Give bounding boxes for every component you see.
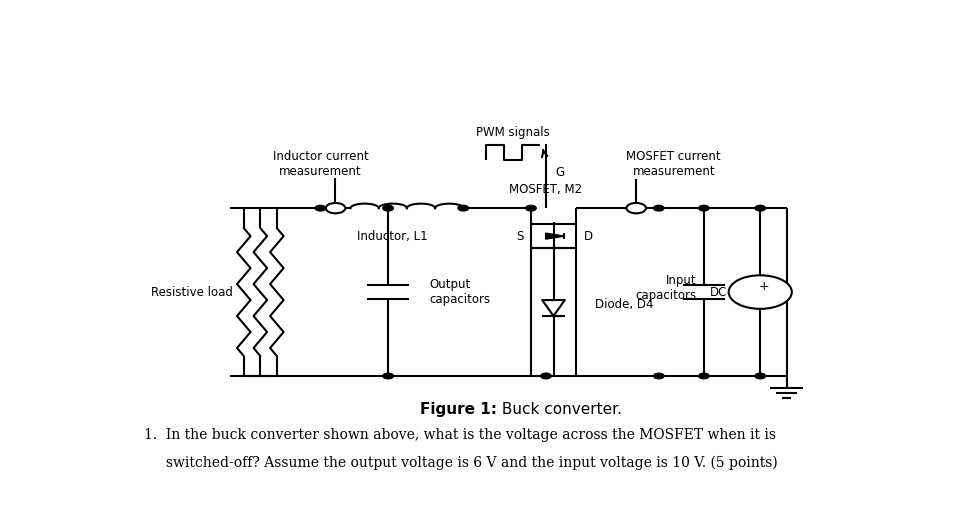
Circle shape	[653, 206, 664, 211]
Text: MOSFET current
measurement: MOSFET current measurement	[626, 150, 720, 178]
Polygon shape	[545, 233, 564, 239]
Circle shape	[754, 373, 765, 379]
Text: Resistive load: Resistive load	[151, 285, 233, 298]
Text: G: G	[554, 166, 564, 179]
Circle shape	[540, 373, 550, 379]
Circle shape	[383, 373, 393, 379]
Text: PWM signals: PWM signals	[476, 126, 549, 139]
Circle shape	[626, 203, 645, 213]
Circle shape	[698, 373, 708, 379]
Circle shape	[457, 206, 468, 211]
Text: Buck converter.: Buck converter.	[496, 402, 621, 417]
Text: Inductor current
measurement: Inductor current measurement	[272, 150, 368, 178]
Text: S: S	[516, 229, 523, 242]
Text: 1.  In the buck converter shown above, what is the voltage across the MOSFET whe: 1. In the buck converter shown above, wh…	[143, 428, 775, 442]
Text: MOSFET, M2: MOSFET, M2	[509, 183, 582, 196]
Text: Figure 1:: Figure 1:	[420, 402, 496, 417]
Circle shape	[525, 206, 536, 211]
Text: D: D	[583, 229, 592, 242]
Circle shape	[383, 206, 393, 211]
Circle shape	[754, 206, 765, 211]
Circle shape	[326, 203, 345, 213]
Text: Inductor, L1: Inductor, L1	[357, 230, 426, 243]
Text: Output
capacitors: Output capacitors	[429, 278, 490, 306]
Circle shape	[315, 206, 326, 211]
Circle shape	[698, 206, 708, 211]
Circle shape	[728, 275, 791, 309]
Text: DC: DC	[709, 285, 727, 298]
Text: +: +	[758, 280, 768, 293]
Circle shape	[653, 373, 664, 379]
Text: Diode, D4: Diode, D4	[594, 297, 653, 310]
Text: Input
capacitors: Input capacitors	[635, 274, 696, 302]
Text: switched-off? Assume the output voltage is 6 V and the input voltage is 10 V. (5: switched-off? Assume the output voltage …	[143, 456, 777, 470]
